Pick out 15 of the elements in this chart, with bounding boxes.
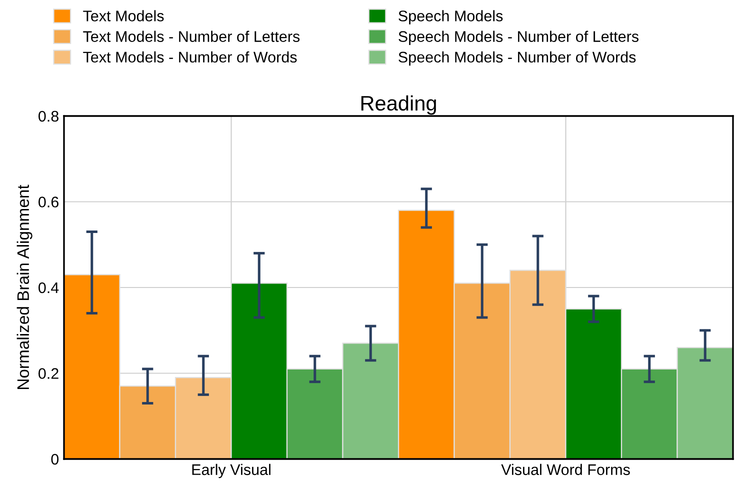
x-tick-label: Early Visual	[192, 464, 270, 478]
chart-title: Reading	[361, 95, 436, 115]
y-tick-label: 0.8	[38, 110, 58, 122]
x-tick-label: Visual Word Forms	[501, 464, 630, 476]
y-axis-title: Normalized Brain Alignment	[16, 184, 32, 389]
y-tick-label: 0.6	[38, 196, 58, 208]
legend-label: Speech Models - Number of Letters	[398, 30, 638, 45]
legend-label: Text Models - Number of Letters	[83, 30, 300, 42]
legend-label: Speech Models - Number of Words	[398, 51, 636, 66]
y-tick-label: 0.2	[38, 368, 58, 379]
legend-label: Text Models	[83, 10, 164, 22]
y-tick-label: 0.4	[38, 282, 59, 294]
y-tick-label: 0	[51, 454, 59, 465]
legend-label: Text Models - Number of Words	[83, 51, 297, 63]
legend-label: Speech Models	[398, 10, 503, 24]
